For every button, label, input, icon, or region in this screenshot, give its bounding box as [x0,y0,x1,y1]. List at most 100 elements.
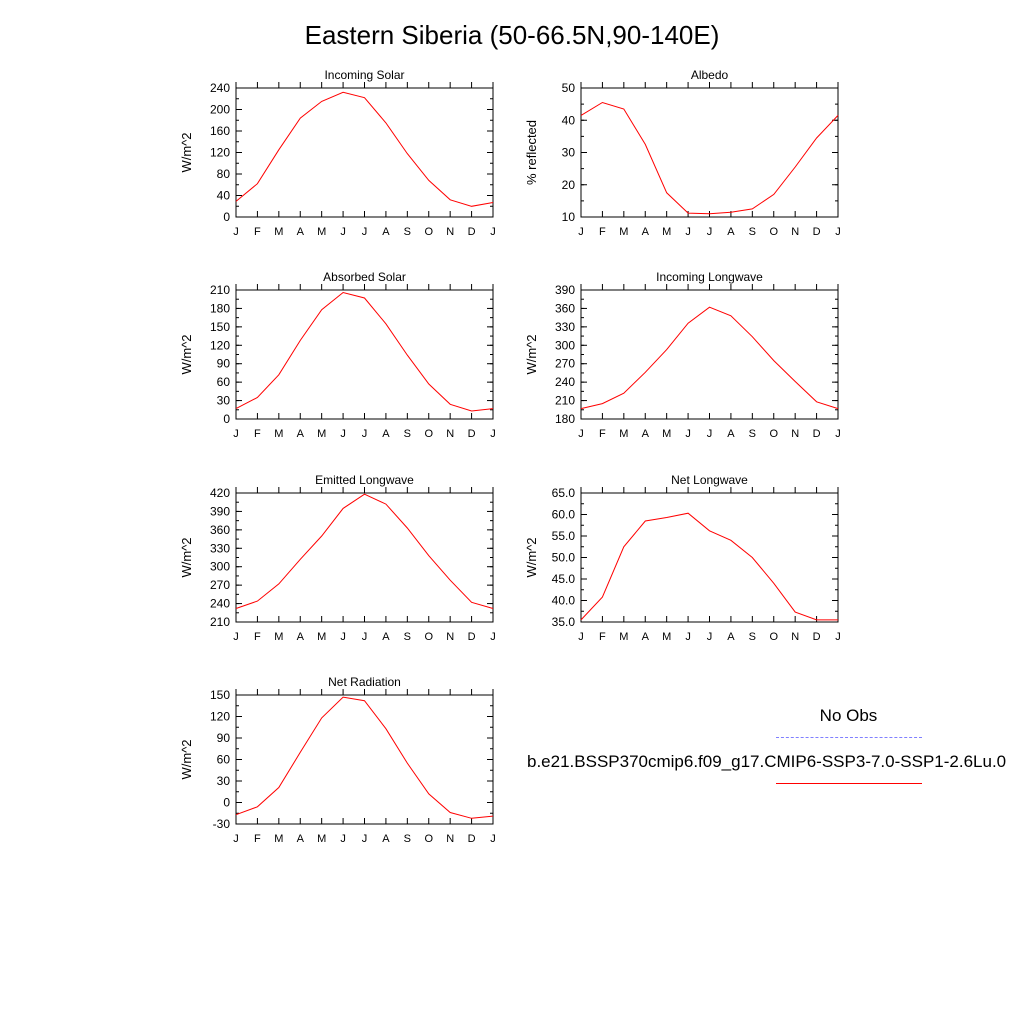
y-tick-label: 120 [210,146,230,160]
y-tick-label: 330 [555,320,575,334]
x-tick-label: J [490,226,496,238]
x-tick-label: J [835,428,841,440]
x-tick-label: F [599,226,606,238]
y-axis-label: W/m^2 [524,334,539,374]
x-tick-label: N [791,631,799,643]
y-tick-label: 45.0 [552,572,576,586]
x-tick-label: M [274,428,283,440]
x-tick-label: J [578,226,584,238]
x-tick-label: M [274,833,283,845]
y-tick-label: 40.0 [552,594,576,608]
x-tick-label: M [662,226,671,238]
x-tick-label: J [707,226,713,238]
y-tick-label: 65.0 [552,486,576,500]
x-tick-label: J [340,428,346,440]
y-tick-label: 30 [217,774,231,788]
y-tick-label: -30 [213,817,231,831]
chart-panel: J F M A M J J A S O N D J180210240270300330360390Inc… [524,270,841,440]
y-tick-label: 270 [555,357,575,371]
y-tick-label: 60 [217,753,231,767]
x-tick-label: M [317,833,326,845]
x-tick-label: A [297,833,305,845]
series-line [580,101,839,215]
y-tick-label: 300 [210,560,230,574]
y-axis-label: W/m^2 [179,132,194,172]
y-tick-label: 40 [217,189,231,203]
y-tick-label: 240 [555,375,575,389]
x-tick-label: S [749,428,756,440]
x-tick-label: S [749,631,756,643]
y-tick-label: 150 [210,320,230,334]
x-tick-label: J [685,631,691,643]
y-tick-label: 420 [210,486,230,500]
series-line [235,493,494,609]
y-tick-label: 30 [217,394,231,408]
y-tick-label: 10 [562,210,576,224]
y-tick-label: 50.0 [552,551,576,565]
x-tick-label: D [468,833,476,845]
y-tick-label: 90 [217,357,231,371]
y-tick-label: 210 [210,283,230,297]
chart-title: Net Radiation [328,675,401,689]
y-tick-label: 240 [210,81,230,95]
chart-title: Absorbed Solar [323,270,406,284]
plot-frame [235,289,494,420]
y-tick-label: 50 [562,81,576,95]
x-tick-label: D [813,226,821,238]
y-tick-label: 35.0 [552,615,576,629]
x-tick-label: M [274,226,283,238]
x-tick-label: J [490,631,496,643]
chart-panel: J F M A M J J A S O N D J0306090120150180210Absorbed… [179,270,496,440]
y-tick-label: 80 [217,167,231,181]
y-tick-label: 360 [210,523,230,537]
plot-frame [235,694,494,825]
x-tick-label: J [490,428,496,440]
x-tick-label: M [317,226,326,238]
y-axis-label: W/m^2 [179,334,194,374]
x-tick-label: J [233,833,239,845]
x-tick-label: J [340,833,346,845]
chart-panel: J F M A M J J A S O N D J35.040.045.050.055.060.065.… [524,473,841,643]
x-tick-label: F [254,428,261,440]
x-tick-label: O [769,631,778,643]
x-tick-label: J [490,833,496,845]
chart-title: Incoming Longwave [656,270,763,284]
x-tick-label: J [233,631,239,643]
x-tick-label: F [254,631,261,643]
y-tick-label: 390 [210,504,230,518]
y-axis-label: W/m^2 [179,537,194,577]
x-tick-label: J [835,631,841,643]
x-tick-label: A [727,226,735,238]
x-tick-label: A [297,428,305,440]
chart-title: Net Longwave [671,473,748,487]
x-tick-label: O [424,631,433,643]
x-tick-label: M [619,226,628,238]
y-tick-label: 150 [210,688,230,702]
y-tick-label: 210 [555,394,575,408]
y-tick-label: 360 [555,301,575,315]
x-tick-label: A [382,833,390,845]
x-tick-label: J [835,226,841,238]
x-tick-label: M [274,631,283,643]
y-tick-label: 390 [555,283,575,297]
x-tick-label: A [727,428,735,440]
y-tick-label: 0 [223,412,230,426]
x-tick-label: D [468,631,476,643]
y-tick-label: 40 [562,113,576,127]
x-tick-label: M [619,428,628,440]
x-tick-label: F [599,631,606,643]
chart-panel: J F M A M J J A S O N D J210240270300330360390420Emi… [179,473,496,643]
y-tick-label: 60.0 [552,508,576,522]
x-tick-label: F [254,226,261,238]
x-tick-label: S [404,833,411,845]
x-tick-label: A [727,631,735,643]
y-tick-label: 270 [210,578,230,592]
page-title: Eastern Siberia (50-66.5N,90-140E) [304,20,720,50]
x-tick-label: S [404,428,411,440]
x-tick-label: N [791,428,799,440]
x-tick-label: O [424,226,433,238]
